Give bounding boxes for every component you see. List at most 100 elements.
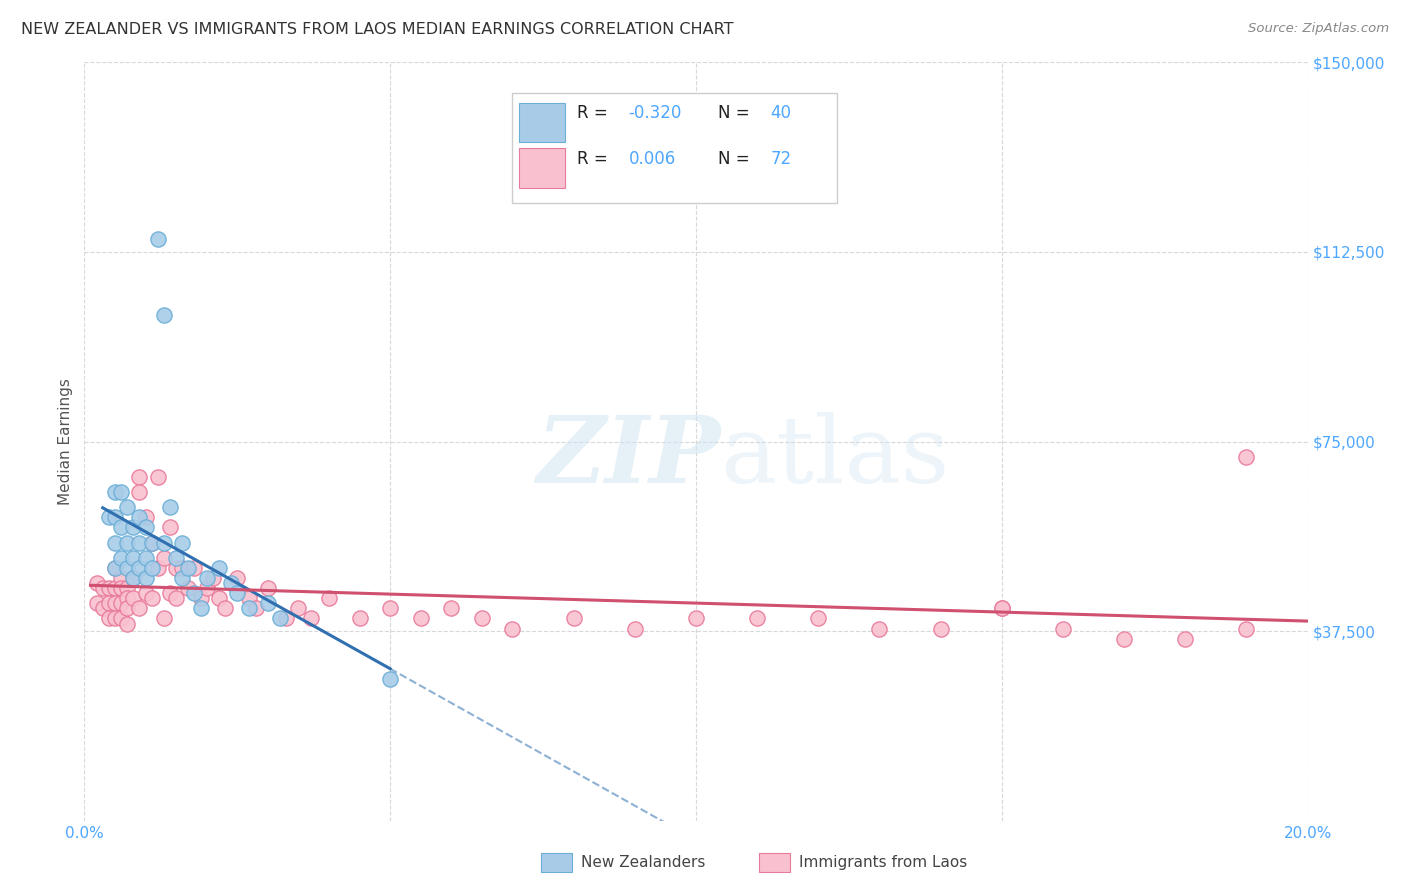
Point bbox=[115, 535, 138, 549]
Point bbox=[440, 601, 463, 615]
Point bbox=[97, 596, 120, 610]
Point bbox=[122, 550, 145, 565]
Point bbox=[226, 586, 249, 600]
Point bbox=[104, 561, 127, 575]
Text: R =: R = bbox=[578, 151, 619, 169]
Point bbox=[128, 561, 150, 575]
Point bbox=[115, 500, 138, 515]
Point bbox=[502, 622, 524, 636]
Text: 72: 72 bbox=[770, 151, 792, 169]
Point bbox=[128, 601, 150, 615]
FancyBboxPatch shape bbox=[519, 103, 565, 142]
Text: N =: N = bbox=[718, 151, 755, 169]
Point bbox=[245, 601, 267, 615]
Point bbox=[287, 601, 309, 615]
Point bbox=[1052, 622, 1074, 636]
Point bbox=[685, 611, 707, 625]
Point bbox=[135, 571, 157, 585]
FancyBboxPatch shape bbox=[513, 93, 837, 202]
Point bbox=[128, 535, 150, 549]
Point bbox=[172, 561, 194, 575]
Point bbox=[208, 591, 231, 606]
Point bbox=[115, 581, 138, 595]
Point bbox=[380, 601, 402, 615]
Point bbox=[141, 535, 163, 549]
Point bbox=[257, 596, 280, 610]
Point bbox=[128, 485, 150, 500]
Text: N =: N = bbox=[718, 104, 755, 122]
Point bbox=[135, 586, 157, 600]
Point bbox=[104, 611, 127, 625]
Point bbox=[165, 591, 187, 606]
Point bbox=[153, 611, 176, 625]
Text: atlas: atlas bbox=[720, 412, 949, 501]
Point bbox=[153, 550, 176, 565]
Point bbox=[562, 611, 585, 625]
Text: Source: ZipAtlas.com: Source: ZipAtlas.com bbox=[1249, 22, 1389, 36]
Point bbox=[195, 571, 218, 585]
Point bbox=[104, 485, 127, 500]
Point bbox=[409, 611, 432, 625]
Point bbox=[122, 571, 145, 585]
Point bbox=[190, 601, 212, 615]
Point bbox=[97, 581, 120, 595]
Point bbox=[115, 601, 138, 615]
Point bbox=[104, 510, 127, 524]
Text: -0.320: -0.320 bbox=[628, 104, 682, 122]
Point bbox=[1114, 632, 1136, 646]
Point bbox=[991, 601, 1014, 615]
Point bbox=[91, 601, 114, 615]
Point bbox=[238, 601, 260, 615]
Point bbox=[165, 550, 187, 565]
Point bbox=[172, 535, 194, 549]
Point bbox=[97, 611, 120, 625]
Point bbox=[471, 611, 494, 625]
Point bbox=[141, 535, 163, 549]
Point bbox=[91, 581, 114, 595]
Point bbox=[110, 520, 132, 534]
Point bbox=[135, 510, 157, 524]
Point bbox=[128, 510, 150, 524]
Point bbox=[991, 601, 1014, 615]
Point bbox=[135, 520, 157, 534]
Point bbox=[153, 308, 176, 322]
Point bbox=[104, 561, 127, 575]
Y-axis label: Median Earnings: Median Earnings bbox=[58, 378, 73, 505]
Point bbox=[115, 616, 138, 631]
Point bbox=[177, 581, 200, 595]
Point bbox=[190, 591, 212, 606]
Point bbox=[110, 581, 132, 595]
Point bbox=[146, 561, 169, 575]
Point bbox=[115, 591, 138, 606]
Point bbox=[1236, 622, 1258, 636]
Point bbox=[86, 596, 108, 610]
Point bbox=[104, 535, 127, 549]
Point bbox=[238, 591, 260, 606]
Point bbox=[183, 561, 205, 575]
Point bbox=[110, 611, 132, 625]
Point bbox=[141, 561, 163, 575]
Point bbox=[141, 591, 163, 606]
Point bbox=[172, 571, 194, 585]
Point bbox=[380, 672, 402, 686]
Point bbox=[122, 571, 145, 585]
Text: ZIP: ZIP bbox=[536, 412, 720, 501]
Point bbox=[159, 520, 181, 534]
Text: Immigrants from Laos: Immigrants from Laos bbox=[799, 855, 967, 870]
Point bbox=[807, 611, 830, 625]
Point bbox=[122, 591, 145, 606]
Point bbox=[269, 611, 291, 625]
Point bbox=[624, 622, 647, 636]
Point bbox=[208, 561, 231, 575]
Point bbox=[97, 510, 120, 524]
Point bbox=[128, 470, 150, 484]
Text: 40: 40 bbox=[770, 104, 792, 122]
Point bbox=[929, 622, 952, 636]
Point bbox=[349, 611, 371, 625]
Text: 0.006: 0.006 bbox=[628, 151, 676, 169]
Text: R =: R = bbox=[578, 104, 613, 122]
Point bbox=[869, 622, 891, 636]
Point bbox=[747, 611, 769, 625]
Point bbox=[86, 576, 108, 591]
Point bbox=[1174, 632, 1197, 646]
